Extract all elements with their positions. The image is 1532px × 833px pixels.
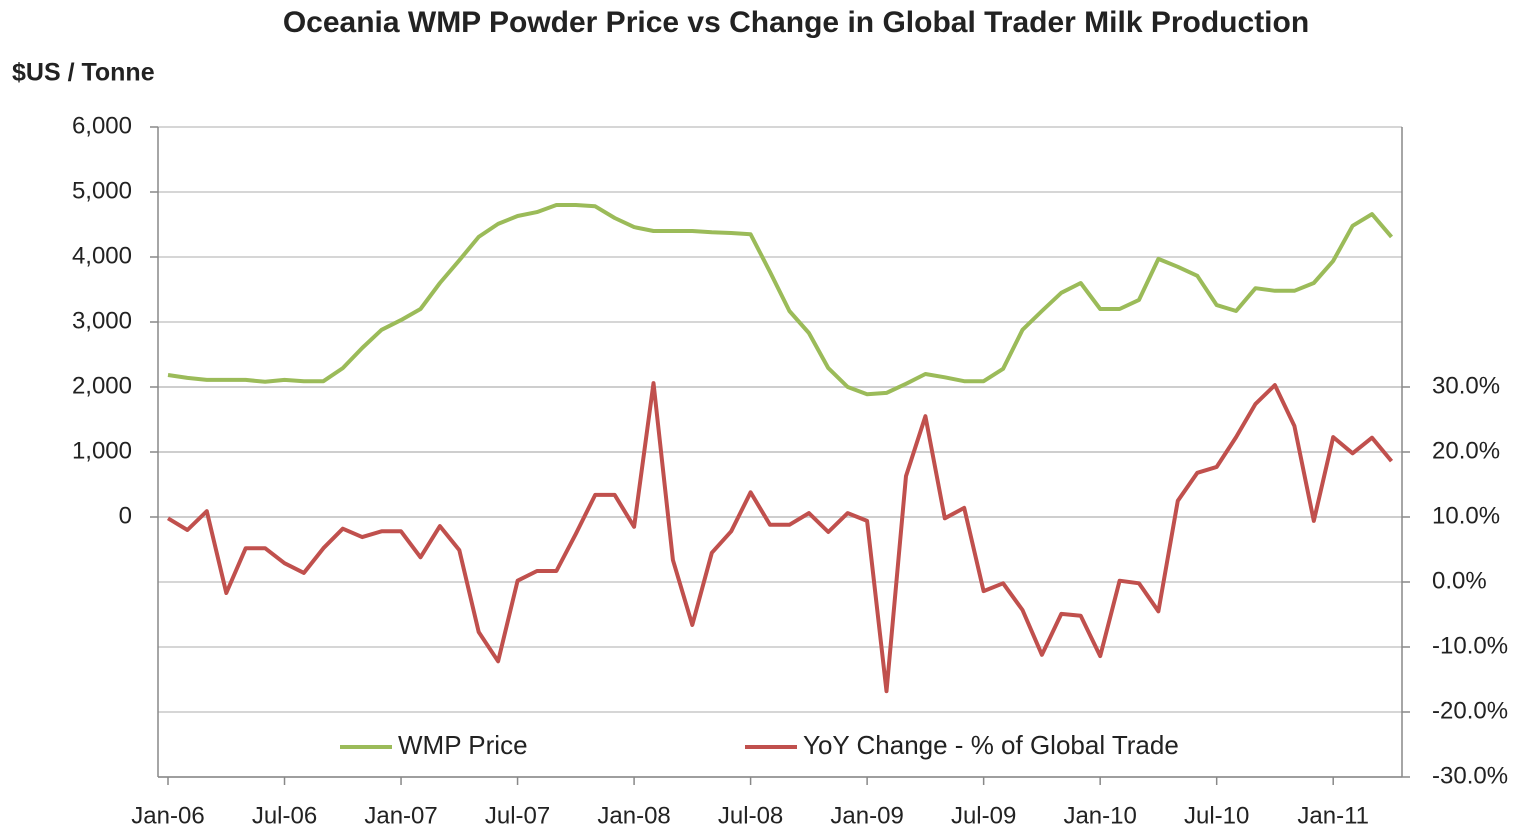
y-tick-label: 3,000: [72, 307, 132, 334]
x-tick-label: Jul-08: [718, 802, 783, 829]
x-tick-label: Jan-06: [131, 802, 204, 829]
y-tick-label: 1,000: [72, 437, 132, 464]
y-tick-label: 0: [119, 502, 132, 529]
x-tick-label: Jan-07: [364, 802, 437, 829]
y2-tick-label: -30.0%: [1432, 762, 1508, 789]
series-line: [166, 381, 1394, 694]
legend-label: YoY Change - % of Global Trade: [803, 730, 1179, 760]
x-tick-label: Jan-08: [597, 802, 670, 829]
x-tick-label: Jul-09: [951, 802, 1016, 829]
y-tick-label: 6,000: [72, 112, 132, 139]
x-tick-label: Jul-06: [252, 802, 317, 829]
y2-tick-label: -10.0%: [1432, 632, 1508, 659]
x-tick-label: Jan-09: [830, 802, 903, 829]
y-tick-label: 4,000: [72, 242, 132, 269]
y2-tick-label: 0.0%: [1432, 567, 1487, 594]
y2-tick-label: -20.0%: [1432, 697, 1508, 724]
legend-label: WMP Price: [398, 730, 528, 760]
y-axis-label: $US / Tonne: [12, 59, 155, 87]
y-tick-label: 5,000: [72, 177, 132, 204]
series-line: [167, 203, 1394, 397]
x-tick-label: Jan-11: [1297, 802, 1369, 829]
x-tick-label: Jul-10: [1184, 802, 1249, 829]
y2-tick-label: 20.0%: [1432, 437, 1500, 464]
y2-tick-label: 10.0%: [1432, 502, 1500, 529]
x-tick-label: Jul-07: [485, 802, 550, 829]
x-tick-label: Jan-10: [1063, 802, 1136, 829]
y2-tick-label: 30.0%: [1432, 372, 1500, 399]
y-tick-label: 2,000: [72, 372, 132, 399]
chart-title: Oceania WMP Powder Price vs Change in Gl…: [283, 6, 1309, 39]
